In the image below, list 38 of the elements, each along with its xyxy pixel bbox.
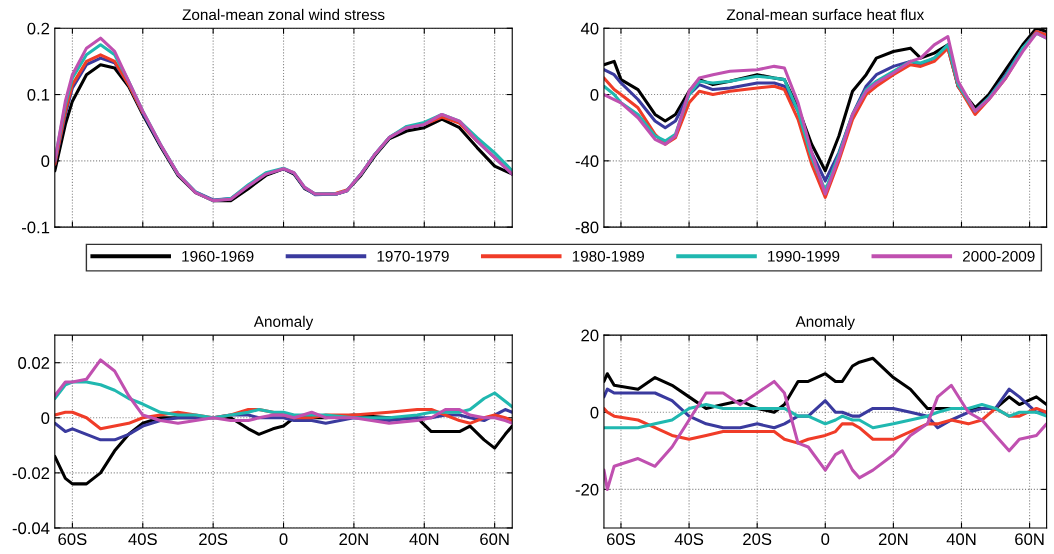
y-tick-label: 0 [41, 412, 50, 424]
x-tick-label: 60N [480, 533, 509, 546]
legend-label: 1990-1999 [768, 250, 840, 262]
y-tick-label: 20 [581, 329, 599, 342]
x-tick-label: 60S [606, 533, 636, 546]
x-tick-label: 20S [199, 533, 228, 546]
x-tick-label: 0 [279, 533, 288, 546]
x-tick-label: 40N [409, 533, 439, 546]
chart-title: Zonal-mean surface heat flux [726, 8, 925, 21]
x-tick-label: 60S [58, 533, 87, 546]
legend-label: 1980-1989 [572, 250, 645, 262]
chart-title: Anomaly [253, 315, 314, 331]
chart-title: Anomaly [795, 315, 855, 331]
y-tick-label: 0 [41, 155, 50, 168]
y-tick-label: 40 [580, 22, 599, 35]
x-tick-label: 40N [946, 533, 976, 546]
legend-label: 1970-1979 [377, 250, 449, 262]
y-tick-label: -80 [575, 221, 599, 234]
y-tick-label: -0.02 [12, 467, 50, 480]
x-tick-label: 20S [743, 533, 772, 546]
y-tick-label: -40 [575, 155, 599, 168]
y-tick-label: -0.1 [21, 221, 50, 234]
y-tick-label: 0 [590, 406, 599, 419]
chart-title: Zonal-mean zonal wind stress [182, 8, 385, 21]
y-tick-label: 0.02 [18, 357, 50, 369]
legend-label: 2000-2009 [962, 250, 1035, 262]
x-tick-label: 40S [128, 533, 157, 546]
y-tick-label: -0.04 [12, 522, 50, 535]
legend-label: 1960-1969 [182, 250, 254, 262]
y-tick-label: 0.2 [27, 22, 50, 35]
x-tick-label: 0 [821, 533, 830, 546]
x-tick-label: 20N [878, 533, 908, 546]
x-tick-label: 60N [1015, 533, 1044, 546]
y-tick-label: 0.1 [27, 88, 50, 101]
y-tick-label: -20 [575, 483, 599, 496]
y-tick-label: 0 [590, 88, 599, 101]
x-tick-label: 20N [339, 533, 368, 546]
x-tick-label: 40S [674, 533, 704, 546]
